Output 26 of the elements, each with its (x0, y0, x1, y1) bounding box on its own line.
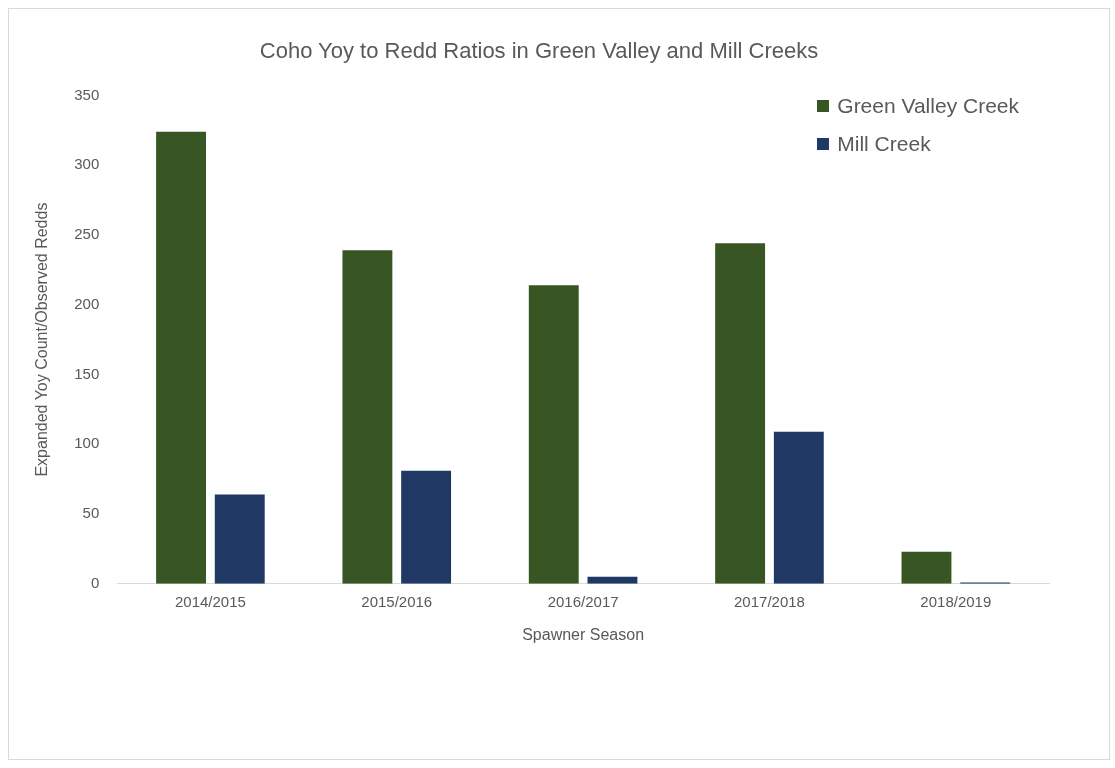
bar (528, 285, 579, 584)
bar (773, 431, 824, 584)
x-tick-label: 2018/2019 (920, 592, 992, 610)
y-tick-label: 0 (90, 573, 100, 591)
x-tick-label: 2015/2016 (361, 592, 433, 610)
bar (342, 250, 393, 584)
bar (901, 551, 952, 584)
bar (214, 494, 265, 584)
x-tick-label: 2014/2015 (174, 592, 246, 610)
x-tick-label: 2017/2018 (734, 592, 805, 610)
y-tick-label: 250 (74, 225, 100, 243)
bar (715, 243, 766, 584)
y-tick-label: 200 (74, 294, 100, 312)
bar (156, 131, 206, 584)
x-axis-title: Spawner Season (522, 625, 645, 643)
y-axis-title: Expanded Yoy Count/Observed Redds (33, 202, 51, 477)
legend-label: Mill Creek (837, 132, 931, 156)
y-tick-label: 150 (74, 364, 100, 382)
legend-label: Green Valley Creek (837, 94, 1019, 118)
chart-title: Coho Yoy to Redd Ratios in Green Valley and Mill Creeks (259, 38, 819, 64)
y-tick-label: 350 (74, 85, 100, 103)
x-tick-label: 2016/2017 (547, 592, 619, 610)
bar (401, 470, 452, 584)
y-tick-label: 300 (74, 155, 100, 173)
y-tick-label: 100 (74, 434, 100, 452)
y-tick-label: 50 (82, 504, 100, 522)
